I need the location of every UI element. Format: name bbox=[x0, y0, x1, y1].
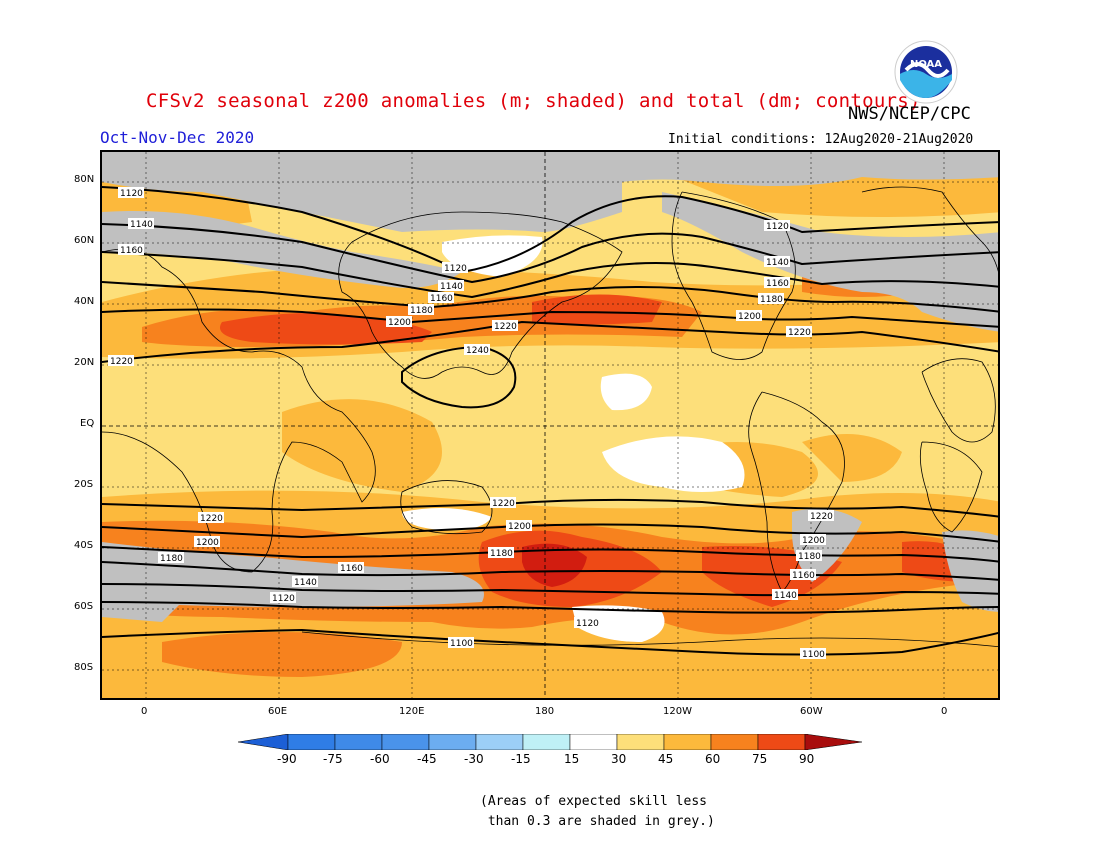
contour-label: 1160 bbox=[766, 279, 789, 289]
low-skill-grey bbox=[102, 152, 998, 622]
anomaly-75-90 bbox=[522, 543, 587, 587]
colorbar-label: 45 bbox=[658, 752, 674, 766]
contour-label: 1200 bbox=[802, 536, 825, 546]
contour-label: 1180 bbox=[490, 549, 513, 559]
contour-label: 1140 bbox=[294, 578, 317, 588]
lat-label: 80S bbox=[74, 662, 94, 673]
skill-footnote: (Areas of expected skill less than 0.3 a… bbox=[480, 794, 715, 829]
contour-label: 1200 bbox=[508, 522, 531, 532]
chart-title: CFSv2 seasonal z200 anomalies (m; shaded… bbox=[146, 90, 921, 112]
lon-label: 0 bbox=[141, 706, 148, 717]
colorbar-label: -90 bbox=[277, 752, 297, 766]
contour-label: 1100 bbox=[802, 650, 825, 660]
contour-label: 1140 bbox=[766, 258, 789, 268]
colorbar-label: -45 bbox=[417, 752, 437, 766]
contour-label: 1120 bbox=[576, 619, 599, 629]
map-canvas: 1120 1140 1160 1220 1120 1140 1160 1180 … bbox=[102, 152, 998, 698]
lon-label: 0 bbox=[941, 706, 948, 717]
colorbar-cell bbox=[522, 734, 571, 750]
colorbar-label: -75 bbox=[323, 752, 343, 766]
lon-label: 60E bbox=[268, 706, 288, 717]
contour-label: 1200 bbox=[738, 312, 761, 322]
contour-label: 1140 bbox=[130, 220, 153, 230]
contour-label: 1140 bbox=[440, 282, 463, 292]
contour-label: 1160 bbox=[120, 246, 143, 256]
colorbar bbox=[238, 734, 862, 750]
contour-labels: 1120 1140 1160 1220 1120 1140 1160 1180 … bbox=[108, 187, 834, 660]
colorbar-cell bbox=[381, 734, 430, 750]
z200-contours bbox=[102, 186, 998, 656]
colorbar-label: -15 bbox=[511, 752, 531, 766]
colorbar-label: -30 bbox=[464, 752, 484, 766]
contour-label: 1220 bbox=[492, 499, 515, 509]
contour-label: 1220 bbox=[788, 328, 811, 338]
lon-label: 60W bbox=[800, 706, 823, 717]
lon-label: 120E bbox=[399, 706, 425, 717]
colorbar-arrow-right bbox=[804, 734, 862, 750]
initial-conditions-label: Initial conditions: 12Aug2020-21Aug2020 bbox=[668, 132, 974, 147]
colorbar-cell bbox=[710, 734, 759, 750]
org-label: NWS/NCEP/CPC bbox=[848, 104, 971, 124]
coastlines bbox=[102, 186, 998, 648]
colorbar-label: 90 bbox=[799, 752, 815, 766]
contour-label: 1180 bbox=[798, 552, 821, 562]
contour-label: 1140 bbox=[774, 591, 797, 601]
colorbar-label: 15 bbox=[564, 752, 580, 766]
contour-label: 1180 bbox=[760, 295, 783, 305]
contour-label: 1180 bbox=[160, 554, 183, 564]
colorbar-cell bbox=[334, 734, 383, 750]
contour-label: 1220 bbox=[810, 512, 833, 522]
lat-label: 20S bbox=[74, 479, 94, 490]
colorbar-cell bbox=[428, 734, 477, 750]
colorbar-cell bbox=[663, 734, 712, 750]
contour-label: 1200 bbox=[196, 538, 219, 548]
contour-label: 1120 bbox=[272, 594, 295, 604]
contour-label: 1220 bbox=[494, 322, 517, 332]
lat-label: 60S bbox=[74, 601, 94, 612]
colorbar-cell bbox=[757, 734, 806, 750]
colorbar-label: 75 bbox=[752, 752, 768, 766]
logo-text: NOAA bbox=[910, 59, 942, 70]
colorbar-cell bbox=[616, 734, 665, 750]
colorbar-cell bbox=[475, 734, 524, 750]
lat-label: 20N bbox=[74, 357, 95, 368]
contour-label: 1180 bbox=[410, 306, 433, 316]
noaa-logo: NOAA bbox=[894, 40, 958, 104]
contour-label: 1160 bbox=[430, 294, 453, 304]
colorbar-cell bbox=[569, 734, 618, 750]
lat-label: 40N bbox=[74, 296, 95, 307]
lat-label: EQ bbox=[80, 418, 95, 429]
lat-label: 40S bbox=[74, 540, 94, 551]
anomaly-neutral bbox=[402, 235, 745, 642]
colorbar-cell bbox=[287, 734, 336, 750]
lon-label: 120W bbox=[663, 706, 692, 717]
colorbar-arrow-left bbox=[238, 734, 289, 750]
anomaly-map: 1120 1140 1160 1220 1120 1140 1160 1180 … bbox=[100, 150, 1000, 700]
contour-label: 1120 bbox=[766, 222, 789, 232]
colorbar-label: 30 bbox=[611, 752, 627, 766]
lat-label: 80N bbox=[74, 174, 95, 185]
contour-label: 1120 bbox=[120, 189, 143, 199]
contour-label: 1160 bbox=[792, 571, 815, 581]
colorbar-label: 60 bbox=[705, 752, 721, 766]
contour-label: 1100 bbox=[450, 639, 473, 649]
period-label: Oct-Nov-Dec 2020 bbox=[100, 128, 255, 147]
contour-label: 1220 bbox=[200, 514, 223, 524]
lon-label: 180 bbox=[535, 706, 555, 717]
contour-label: 1160 bbox=[340, 564, 363, 574]
contour-label: 1240 bbox=[466, 346, 489, 356]
colorbar-label: -60 bbox=[370, 752, 390, 766]
contour-label: 1200 bbox=[388, 318, 411, 328]
contour-label: 1120 bbox=[444, 264, 467, 274]
lat-label: 60N bbox=[74, 235, 95, 246]
contour-label: 1220 bbox=[110, 357, 133, 367]
